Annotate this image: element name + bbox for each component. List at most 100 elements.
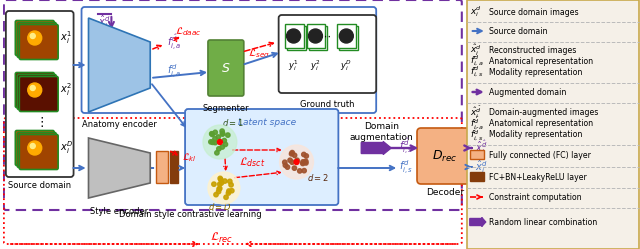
Circle shape xyxy=(303,159,308,164)
Circle shape xyxy=(222,138,227,143)
Circle shape xyxy=(218,186,222,191)
Text: Ground truth: Ground truth xyxy=(300,100,355,109)
Circle shape xyxy=(228,179,232,184)
Text: Constraint computation: Constraint computation xyxy=(489,192,581,201)
Circle shape xyxy=(220,181,223,185)
Circle shape xyxy=(211,140,215,144)
Circle shape xyxy=(28,141,42,155)
Circle shape xyxy=(220,129,224,133)
Circle shape xyxy=(290,160,294,164)
Circle shape xyxy=(301,161,305,166)
Circle shape xyxy=(292,153,297,158)
Polygon shape xyxy=(88,138,150,198)
Circle shape xyxy=(213,140,218,145)
Circle shape xyxy=(217,187,221,191)
Text: $D_{rec}$: $D_{rec}$ xyxy=(432,148,458,164)
Text: $f_{i,a}^{\hat{d}}$: $f_{i,a}^{\hat{d}}$ xyxy=(470,114,483,132)
Circle shape xyxy=(216,135,220,139)
Circle shape xyxy=(216,189,221,194)
Circle shape xyxy=(217,147,221,151)
Text: Latent space: Latent space xyxy=(239,118,296,127)
Circle shape xyxy=(298,169,302,173)
Text: $d=D$: $d=D$ xyxy=(208,200,232,211)
Circle shape xyxy=(301,160,305,164)
Text: $x_i^d$: $x_i^d$ xyxy=(470,4,482,19)
Text: $x_i^1$: $x_i^1$ xyxy=(60,30,72,46)
Text: FC+BN+LeakyReLU layer: FC+BN+LeakyReLU layer xyxy=(489,173,586,182)
Circle shape xyxy=(224,195,228,199)
Text: $\mathcal{L}_{dsct}$: $\mathcal{L}_{dsct}$ xyxy=(239,155,265,169)
Text: Segmenter: Segmenter xyxy=(203,104,249,113)
Circle shape xyxy=(308,29,323,43)
FancyBboxPatch shape xyxy=(307,24,325,48)
Text: $f_{i,s}^{\hat{d}}$: $f_{i,s}^{\hat{d}}$ xyxy=(470,125,483,143)
Circle shape xyxy=(290,150,294,155)
Circle shape xyxy=(28,83,42,97)
Circle shape xyxy=(294,160,299,165)
FancyBboxPatch shape xyxy=(15,130,54,166)
Circle shape xyxy=(219,177,223,182)
FancyBboxPatch shape xyxy=(339,26,358,50)
Text: Anatomical representation: Anatomical representation xyxy=(489,57,593,65)
FancyBboxPatch shape xyxy=(417,128,473,184)
Text: Source domain: Source domain xyxy=(489,26,547,36)
Text: $\mathcal{L}_{rec}$: $\mathcal{L}_{rec}$ xyxy=(211,231,234,245)
Circle shape xyxy=(285,165,290,169)
Text: Style encoder: Style encoder xyxy=(90,207,148,216)
Circle shape xyxy=(304,154,308,158)
Text: $f_{i,a}^d$: $f_{i,a}^d$ xyxy=(167,63,182,81)
Text: Decoder: Decoder xyxy=(426,188,464,197)
Circle shape xyxy=(30,34,35,39)
Text: $E_{sty}$: $E_{sty}$ xyxy=(108,160,131,177)
Circle shape xyxy=(212,137,217,141)
Circle shape xyxy=(212,182,216,186)
FancyBboxPatch shape xyxy=(467,0,639,249)
Text: $\hat{x}_i^{\hat{d}}$: $\hat{x}_i^{\hat{d}}$ xyxy=(475,137,487,157)
FancyBboxPatch shape xyxy=(337,24,356,48)
FancyBboxPatch shape xyxy=(170,151,178,183)
Text: $d=2$: $d=2$ xyxy=(307,172,328,183)
Circle shape xyxy=(30,85,35,90)
Text: $\mathcal{L}_{daac}$: $\mathcal{L}_{daac}$ xyxy=(175,26,202,38)
Circle shape xyxy=(213,130,218,134)
FancyArrow shape xyxy=(361,141,391,154)
Text: Augmented domain: Augmented domain xyxy=(489,87,566,97)
Text: $E_{ana}$: $E_{ana}$ xyxy=(108,58,131,72)
FancyBboxPatch shape xyxy=(470,150,484,159)
Text: $f_{i,s}^d$: $f_{i,s}^d$ xyxy=(399,159,413,177)
Text: $\hat{x}_i^d$: $\hat{x}_i^d$ xyxy=(99,13,111,31)
Circle shape xyxy=(302,169,307,173)
Circle shape xyxy=(28,31,42,45)
Text: Domain
augmentation: Domain augmentation xyxy=(349,122,413,142)
Circle shape xyxy=(203,125,237,159)
Circle shape xyxy=(223,142,228,147)
FancyBboxPatch shape xyxy=(17,74,56,110)
FancyBboxPatch shape xyxy=(15,20,54,56)
Text: Fully connected (FC) layer: Fully connected (FC) layer xyxy=(489,150,591,160)
Circle shape xyxy=(30,143,35,148)
Text: $y_i^1$: $y_i^1$ xyxy=(288,59,299,73)
Text: $\hat{x}_i^d$: $\hat{x}_i^d$ xyxy=(470,42,481,58)
Circle shape xyxy=(218,182,222,186)
Circle shape xyxy=(301,152,306,157)
Circle shape xyxy=(230,188,234,193)
Circle shape xyxy=(283,163,287,168)
Polygon shape xyxy=(88,18,150,112)
Text: $f_{i,s}^{\hat{d}}$: $f_{i,s}^{\hat{d}}$ xyxy=(399,135,413,157)
FancyBboxPatch shape xyxy=(15,72,54,108)
Text: $y_i^D$: $y_i^D$ xyxy=(340,59,352,73)
Text: $x_i^D$: $x_i^D$ xyxy=(60,140,73,156)
FancyBboxPatch shape xyxy=(156,151,168,183)
Circle shape xyxy=(283,160,287,164)
Text: $f_{i,s}^d$: $f_{i,s}^d$ xyxy=(470,65,483,79)
Text: Modality representation: Modality representation xyxy=(489,129,582,138)
Text: $f_{i,a}^d$: $f_{i,a}^d$ xyxy=(470,54,483,68)
Text: $\mathcal{L}_{seg}$: $\mathcal{L}_{seg}$ xyxy=(248,47,269,61)
Circle shape xyxy=(223,179,227,183)
Circle shape xyxy=(220,131,225,135)
FancyBboxPatch shape xyxy=(17,132,56,168)
FancyBboxPatch shape xyxy=(19,134,58,170)
FancyBboxPatch shape xyxy=(287,26,305,50)
Circle shape xyxy=(229,183,233,187)
Circle shape xyxy=(209,131,214,136)
